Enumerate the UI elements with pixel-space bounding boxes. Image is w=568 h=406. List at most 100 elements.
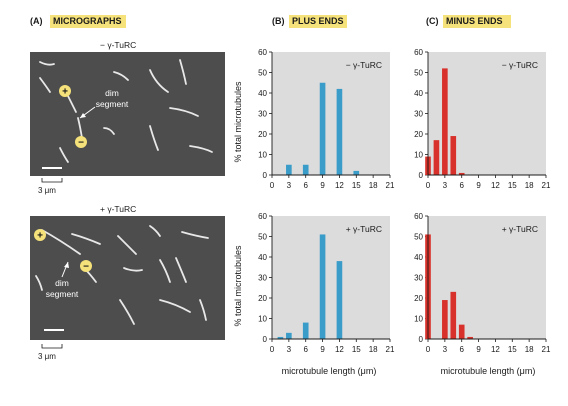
dim-segment-label-line2: segment (46, 289, 79, 299)
minus-end-marker (75, 136, 87, 148)
y-tick-label: 0 (419, 335, 424, 344)
panel-c-header: (C) MINUS ENDS (426, 15, 511, 28)
panel-c-highlight (443, 15, 511, 28)
bar (442, 300, 448, 339)
micrograph-bottom-condition: + γ-TuRC (100, 204, 136, 214)
y-tick-label: 40 (258, 89, 267, 98)
x-tick-label: 3 (287, 181, 292, 190)
y-axis-title-bottom: % total microtubules (233, 245, 243, 327)
y-tick-label: 50 (258, 69, 267, 78)
y-tick-label: 40 (414, 89, 423, 98)
bar (450, 136, 457, 175)
panel-b-title: PLUS ENDS (292, 16, 344, 26)
bar (302, 164, 309, 175)
x-tick-label: 9 (320, 181, 325, 190)
x-tick-label: 21 (542, 345, 551, 354)
micrograph-top: − γ-TuRC + − dim segment 3 μm (30, 40, 225, 195)
x-tick-label: 6 (459, 181, 464, 190)
condition-label: − γ-TuRC (502, 60, 538, 70)
x-tick-label: 12 (491, 345, 500, 354)
dim-segment-arrowhead (64, 262, 69, 268)
bar (467, 336, 473, 339)
y-tick-label: 40 (258, 253, 267, 262)
x-tick-label: 21 (386, 181, 395, 190)
y-axis-title-top: % total microtubules (233, 81, 243, 163)
bar (458, 324, 465, 339)
x-axis-title-minus: microtubule length (μm) (441, 366, 536, 376)
panel-b-highlight (289, 15, 347, 28)
condition-label: − γ-TuRC (346, 60, 382, 70)
minus-end-marker (80, 260, 92, 272)
x-tick-label: 6 (303, 345, 308, 354)
x-tick-label: 18 (525, 181, 534, 190)
panel-c-title: MINUS ENDS (446, 16, 503, 26)
y-tick-label: 20 (414, 294, 423, 303)
x-tick-label: 9 (476, 181, 481, 190)
y-tick-label: 10 (258, 151, 267, 160)
y-tick-label: 10 (258, 315, 267, 324)
bar (319, 82, 326, 175)
y-tick-label: 50 (414, 233, 423, 242)
x-tick-label: 0 (270, 181, 275, 190)
panel-a-title: MICROGRAPHS (53, 16, 122, 26)
x-tick-label: 0 (426, 181, 431, 190)
y-tick-label: 60 (258, 212, 267, 221)
micrograph-bottom-image (30, 216, 225, 340)
x-tick-label: 15 (508, 181, 517, 190)
x-tick-label: 12 (335, 345, 344, 354)
micrograph-top-filaments (39, 59, 213, 163)
dim-segment-label-line1: dim (55, 278, 69, 288)
y-tick-label: 20 (258, 294, 267, 303)
y-tick-label: 0 (419, 171, 424, 180)
x-tick-label: 18 (369, 345, 378, 354)
y-tick-label: 30 (258, 110, 267, 119)
plot-area (272, 52, 390, 175)
bar (433, 140, 440, 175)
scale-label: 3 μm (38, 352, 56, 361)
minus-end-label: − (83, 262, 89, 273)
bar (450, 291, 457, 339)
panel-b-letter: (B) (272, 16, 285, 26)
dim-segment-label-line1: dim (105, 88, 119, 98)
x-tick-label: 15 (508, 345, 517, 354)
y-tick-label: 60 (414, 48, 423, 57)
panel-a-highlight (50, 15, 126, 28)
y-tick-label: 30 (414, 274, 423, 283)
bar (336, 261, 343, 339)
bar (458, 172, 465, 175)
dim-segment-label-line2: segment (96, 99, 129, 109)
x-tick-label: 15 (352, 345, 361, 354)
x-tick-label: 18 (369, 181, 378, 190)
condition-label: + γ-TuRC (346, 224, 382, 234)
x-tick-label: 3 (443, 181, 448, 190)
x-tick-label: 21 (542, 181, 551, 190)
y-tick-label: 30 (258, 274, 267, 283)
y-tick-label: 0 (263, 171, 268, 180)
plus-end-marker (59, 85, 71, 97)
bar (442, 68, 448, 175)
chart-minus-ends-minus-gturc: 0 10 20 30 40 50 60 0 3 6 9 12 15 18 21 − γ-TuRC (414, 48, 551, 190)
y-tick-label: 60 (414, 212, 423, 221)
bar (336, 88, 343, 175)
micrograph-bottom: + γ-TuRC + − dim segment 3 μm (30, 204, 225, 361)
x-tick-label: 0 (270, 345, 275, 354)
y-tick-label: 10 (414, 315, 423, 324)
plus-end-label: + (37, 231, 43, 242)
x-axis-title-plus: microtubule length (μm) (282, 366, 377, 376)
panel-c-letter: (C) (426, 16, 439, 26)
x-tick-label: 18 (525, 345, 534, 354)
bar (353, 170, 360, 175)
plot-area (272, 216, 390, 339)
y-tick-label: 20 (414, 130, 423, 139)
y-tick-label: 30 (414, 110, 423, 119)
bar (277, 336, 284, 339)
dim-segment-arrowhead (80, 113, 86, 118)
y-tick-label: 50 (258, 233, 267, 242)
x-tick-label: 21 (386, 345, 395, 354)
y-tick-label: 50 (414, 69, 423, 78)
x-tick-label: 12 (335, 181, 344, 190)
scale-bracket (41, 178, 63, 183)
x-tick-label: 9 (320, 345, 325, 354)
x-tick-label: 0 (426, 345, 431, 354)
